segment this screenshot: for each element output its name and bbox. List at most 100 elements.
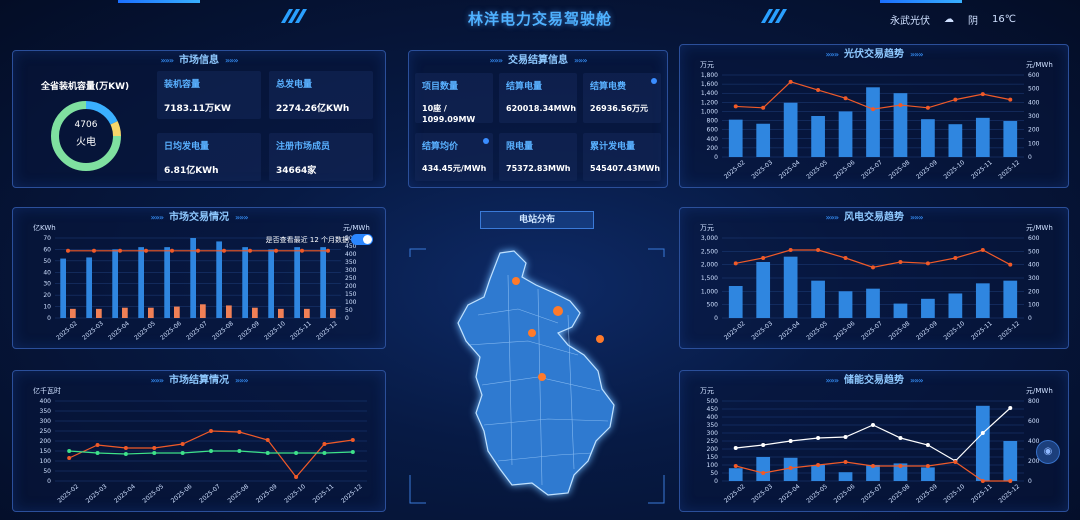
data-point <box>953 97 958 102</box>
y-tick-label: 1,800 <box>701 72 718 79</box>
y-tick-label: 350 <box>707 422 719 429</box>
x-tick-label: 2025-03 <box>81 320 105 342</box>
info-card-total-gen: 总发电量 2274.26亿KWh <box>269 71 373 119</box>
x-tick-label: 2025-05 <box>805 483 829 505</box>
data-point <box>209 449 213 453</box>
bar <box>975 405 990 481</box>
data-point <box>294 475 299 479</box>
bar <box>893 303 908 318</box>
data-point <box>843 435 848 439</box>
data-point <box>265 438 270 442</box>
weather-text: 阴 <box>968 16 979 27</box>
panel-market-trade: 市场交易情况 是否查看最近 12 个月数据 亿KWh 元/MWh 0 10 20 30 40… <box>12 207 386 349</box>
bar <box>60 258 66 318</box>
recent-12-months-toggle[interactable] <box>351 234 373 245</box>
x-tick-label: 2025-11 <box>970 320 994 342</box>
station-marker[interactable] <box>512 277 520 285</box>
data-point <box>871 107 875 112</box>
data-point <box>816 248 821 252</box>
data-point <box>871 265 875 270</box>
donut-segment <box>110 121 121 137</box>
info-icon[interactable] <box>651 78 657 84</box>
series-line <box>735 407 1011 462</box>
bar <box>948 293 963 318</box>
x-tick-label: 2025-07 <box>860 483 884 505</box>
data-point <box>350 450 355 454</box>
bar <box>783 256 798 318</box>
card-value: 34664家 <box>276 166 317 176</box>
capacity-label: 全省装机容量(万KW) <box>41 82 130 92</box>
y-tick-label: 200 <box>707 145 719 152</box>
chat-icon[interactable]: ◉ <box>1036 440 1060 464</box>
x-tick-label: 2025-04 <box>778 320 802 342</box>
x-tick-label: 2025-08 <box>227 483 251 505</box>
province-shape <box>457 250 615 496</box>
data-point <box>300 248 304 253</box>
data-point <box>67 449 72 453</box>
x-tick-label: 2025-07 <box>185 320 209 342</box>
panel-title: 市场信息 <box>140 50 257 67</box>
bar <box>278 308 284 318</box>
bar <box>148 307 154 318</box>
map-area: 电站分布 <box>408 205 666 505</box>
x-tick-label: 2025-06 <box>833 483 857 505</box>
y-tick-label: 2,500 <box>701 248 718 255</box>
card-label: 日均发电量 <box>164 142 210 152</box>
y-tick-label: 1,500 <box>701 275 718 282</box>
province-map[interactable] <box>408 205 666 505</box>
bar <box>190 238 196 318</box>
x-tick-label: 2025-10 <box>943 483 967 505</box>
data-point <box>980 248 985 252</box>
data-point <box>265 451 270 455</box>
donut-segment <box>85 101 118 125</box>
bar <box>921 298 935 318</box>
y-tick-label: 50 <box>43 468 51 475</box>
station-marker[interactable] <box>553 306 563 316</box>
data-point <box>816 463 821 467</box>
panel-storage-trend: 储能交易趋势 万元元/MWh05010015020025030035040045… <box>679 370 1069 512</box>
bar <box>975 117 990 157</box>
y-tick-label: 150 <box>40 448 52 455</box>
info-card-members: 注册市场成员 34664家 <box>269 133 373 181</box>
data-point <box>237 430 242 434</box>
y2-tick-label: 500 <box>1028 248 1040 255</box>
y2-tick-label: 400 <box>345 251 357 258</box>
x-tick-label: 2025-07 <box>198 483 222 505</box>
data-point <box>925 105 930 110</box>
x-tick-label: 2025-09 <box>255 483 279 505</box>
station-marker[interactable] <box>528 329 536 337</box>
storage-trend-chart: 万元 元/MWh050100150200250300350400450500020… <box>700 387 1053 505</box>
data-point <box>980 431 985 435</box>
x-tick-label: 2025-08 <box>888 159 912 181</box>
axis-unit-left: 万元 <box>700 387 714 395</box>
x-tick-label: 2025-08 <box>888 483 912 505</box>
station-marker[interactable] <box>596 335 604 343</box>
x-tick-label: 2025-10 <box>263 320 287 342</box>
x-tick-label: 2025-06 <box>170 483 194 505</box>
data-point <box>66 248 70 253</box>
corner-bracket <box>409 475 426 504</box>
donut-value: 4706 <box>74 120 98 130</box>
data-point <box>1008 479 1013 483</box>
y-tick-label: 3,000 <box>701 235 718 242</box>
bar <box>122 307 128 318</box>
y2-tick-label: 600 <box>1028 235 1040 242</box>
data-point <box>118 248 122 253</box>
card-value: 6.81亿KWh <box>164 166 219 176</box>
location-label: 永武光伏 <box>890 16 931 27</box>
donut-label: 火电 <box>76 137 96 148</box>
bar <box>330 308 336 318</box>
x-tick-label: 2025-04 <box>113 483 137 505</box>
data-point <box>1008 262 1013 267</box>
data-point <box>170 248 174 253</box>
bar <box>921 467 935 481</box>
settle-card-curtailed: 限电量 75372.83MWh <box>499 133 577 181</box>
y-tick-label: 400 <box>707 414 719 421</box>
y-tick-label: 300 <box>40 418 52 425</box>
x-tick-label: 2025-02 <box>56 483 80 505</box>
info-icon[interactable] <box>483 138 489 144</box>
data-point <box>843 460 848 464</box>
station-marker[interactable] <box>538 373 546 381</box>
data-point <box>180 451 185 455</box>
panel-title: 市场交易情况 <box>130 207 267 224</box>
